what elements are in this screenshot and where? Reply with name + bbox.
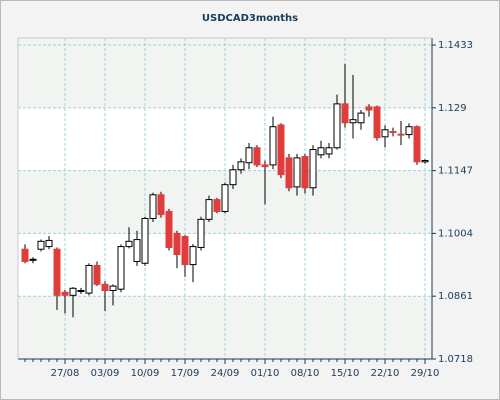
candle-body	[69, 287, 77, 296]
candle-body	[293, 157, 301, 188]
candle-body	[357, 112, 365, 124]
candle-body	[181, 235, 189, 266]
candle-body	[253, 147, 261, 166]
x-tick-label: 10/09	[131, 368, 160, 379]
candle-body	[21, 248, 29, 263]
candle-body	[165, 210, 173, 248]
x-tick-label: 08/10	[291, 368, 320, 379]
candle-body	[109, 285, 117, 291]
candle-body	[213, 199, 221, 212]
candle-body	[133, 239, 141, 263]
x-tick-label: 15/10	[331, 368, 360, 379]
candle-body	[149, 194, 157, 219]
candle-body	[309, 149, 317, 189]
candle-body	[381, 129, 389, 138]
candle-body	[245, 147, 253, 164]
x-tick-label: 17/09	[171, 368, 200, 379]
y-tick-label: 1.129	[438, 103, 467, 114]
candle-body	[173, 232, 181, 255]
x-tick-label: 01/10	[251, 368, 280, 379]
candle-body	[117, 246, 125, 290]
candle-body	[333, 103, 341, 149]
candle-body	[413, 126, 421, 163]
x-tick-label: 03/09	[91, 368, 120, 379]
candle-body	[277, 124, 285, 176]
y-tick-label: 1.0861	[438, 291, 473, 302]
candle-body	[269, 126, 277, 166]
x-tick-label: 29/10	[411, 368, 440, 379]
candle-body	[141, 217, 149, 264]
candle-body	[157, 194, 165, 216]
candle-body	[61, 291, 69, 296]
candle-body	[77, 289, 85, 292]
candle-body	[317, 147, 325, 156]
y-tick-label: 1.1433	[438, 40, 473, 51]
candle-body	[229, 169, 237, 186]
plot-band	[18, 38, 432, 46]
x-tick-label: 22/10	[371, 368, 400, 379]
candle-body	[285, 157, 293, 189]
candle-body	[125, 240, 133, 248]
x-tick-label: 24/09	[211, 368, 240, 379]
candle-body	[189, 246, 197, 266]
candle-body	[205, 199, 213, 220]
candle-body	[341, 103, 349, 124]
candle-body	[93, 264, 101, 285]
candle-body	[53, 248, 61, 296]
candle-body	[325, 147, 333, 155]
candle-body	[237, 161, 245, 171]
candle-body	[373, 106, 381, 139]
x-tick-label: 27/08	[51, 368, 80, 379]
candle-body	[301, 156, 309, 189]
candle-body	[197, 218, 205, 248]
candle-body	[421, 160, 429, 163]
candle-body	[349, 119, 357, 124]
y-tick-label: 1.1004	[438, 228, 473, 239]
chart-title: USDCAD3months	[202, 13, 298, 24]
candle-body	[37, 240, 45, 250]
y-tick-label: 1.0718	[438, 354, 473, 365]
candle-body	[365, 106, 373, 111]
y-tick-label: 1.1147	[438, 166, 473, 177]
candle-body	[221, 184, 229, 212]
candle-body	[45, 239, 53, 248]
candle-body	[261, 164, 269, 168]
candle-body	[397, 133, 405, 136]
candle-body	[29, 258, 37, 261]
candle-body	[85, 264, 93, 294]
candle-body	[405, 126, 413, 136]
candle-body	[389, 131, 397, 134]
candle-body	[101, 283, 109, 291]
